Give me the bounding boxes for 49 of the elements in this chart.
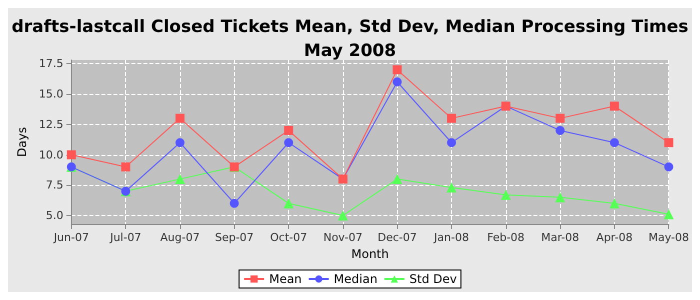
y-tick-label: 15.0 [38, 88, 64, 101]
point [175, 174, 185, 184]
point [230, 198, 239, 208]
point [609, 198, 620, 208]
point [664, 162, 674, 172]
point [500, 190, 511, 200]
point [176, 114, 184, 123]
point [284, 126, 294, 135]
x-tick-label: Feb-08 [487, 231, 525, 244]
y-tick-label: 10.0 [38, 148, 64, 162]
point [446, 182, 457, 193]
point [610, 102, 619, 111]
x-tick-label: Nov-07 [323, 231, 362, 244]
legend-label: Mean [269, 272, 302, 286]
point [556, 114, 565, 123]
point [176, 138, 184, 148]
y-axis-title: Days [15, 127, 29, 157]
point [447, 114, 456, 123]
x-axis-title: Month [351, 246, 389, 261]
x-tick-label: Dec-07 [378, 231, 417, 244]
point [447, 138, 456, 148]
x-tick-label: Sep-07 [214, 231, 254, 244]
x-tick-label: Mar-08 [541, 231, 580, 244]
point [556, 126, 565, 135]
point [121, 162, 130, 172]
point [392, 77, 402, 86]
x-tick-label: Aug-07 [160, 231, 200, 244]
x-tick-label: Jun-07 [52, 231, 89, 244]
x-tick-label: Jul-07 [109, 231, 142, 244]
x-tick-label: Jan-08 [433, 231, 469, 244]
point [284, 198, 294, 208]
point [392, 65, 402, 74]
point [284, 138, 294, 148]
y-tick-label: 12.5 [38, 118, 64, 131]
legend-label: Std Dev [409, 272, 457, 286]
y-tick-label: 7.5 [46, 178, 64, 192]
point [610, 138, 619, 148]
x-tick-label: Apr-08 [596, 231, 633, 244]
point [664, 138, 674, 148]
point [338, 210, 348, 220]
point [392, 174, 402, 184]
x-tick-label: May-08 [648, 231, 689, 244]
point [555, 192, 566, 202]
x-tick-label: Oct-07 [270, 231, 308, 244]
y-tick-label: 5.0 [46, 208, 64, 222]
y-tick-label: 17.5 [38, 57, 64, 70]
point [664, 209, 674, 220]
point [66, 150, 76, 160]
legend-label: Median [334, 272, 378, 286]
